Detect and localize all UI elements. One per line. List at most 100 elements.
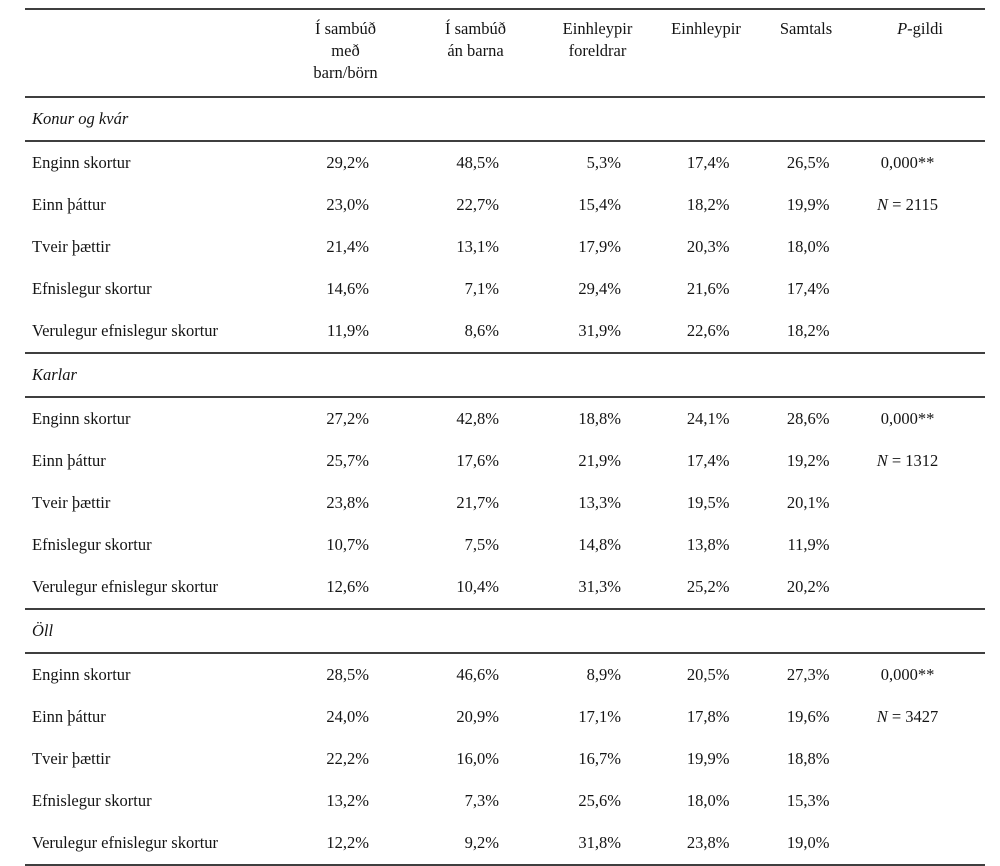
- p-value-cell: 0,000**: [880, 665, 935, 684]
- row-label: Verulegur efnislegur skortur: [32, 577, 219, 596]
- n-value: = 1312: [891, 451, 939, 470]
- cell: 19,0%: [757, 822, 855, 865]
- row-label: Verulegur efnislegur skortur: [32, 321, 219, 340]
- cell-value: 15,4%: [578, 195, 621, 214]
- header-line: Í sambúð: [445, 19, 506, 38]
- cell-value: 18,8%: [786, 749, 830, 768]
- cell-value: 19,2%: [786, 451, 830, 470]
- cell-value: 13,8%: [686, 535, 730, 554]
- cell-value: 20,1%: [786, 493, 830, 512]
- p-value-cell: 0,000**: [880, 153, 935, 172]
- cell: 19,5%: [655, 482, 757, 524]
- row-label: Tveir þættir: [32, 493, 111, 512]
- row-label: Tveir þættir: [32, 237, 111, 256]
- cell: 28,5%: [280, 653, 411, 696]
- cell-value: 8,6%: [464, 321, 499, 340]
- cell: 23,0%: [280, 184, 411, 226]
- cell-value: 46,6%: [456, 665, 499, 684]
- cell-value: 13,3%: [578, 493, 621, 512]
- cell-value: 48,5%: [456, 153, 499, 172]
- table-row: Verulegur efnislegur skortur 12,2% 9,2% …: [25, 822, 985, 865]
- row-label: Enginn skortur: [32, 409, 131, 428]
- table-row: Enginn skortur 28,5% 46,6% 8,9% 20,5% 27…: [25, 653, 985, 696]
- cell: 17,9%: [540, 226, 655, 268]
- cell-value: 19,0%: [786, 833, 830, 852]
- cell-value: 31,8%: [578, 833, 621, 852]
- cell-value: 22,6%: [686, 321, 730, 340]
- row-label: Einn þáttur: [32, 707, 106, 726]
- cell: 13,1%: [411, 226, 540, 268]
- cell-value: 18,2%: [786, 321, 830, 340]
- cell: 21,7%: [411, 482, 540, 524]
- n-symbol: N: [876, 451, 888, 470]
- cell-value: 11,9%: [787, 535, 830, 554]
- section-title: Öll: [25, 608, 985, 654]
- cell-value: 20,9%: [456, 707, 499, 726]
- stat-cell-empty: [855, 524, 985, 566]
- cell-value: 17,4%: [686, 451, 730, 470]
- cell-value: 11,9%: [326, 321, 369, 340]
- cell: 14,6%: [280, 268, 411, 310]
- n-symbol: N: [876, 707, 888, 726]
- cell-value: 7,1%: [464, 279, 499, 298]
- cell: 28,6%: [757, 397, 855, 440]
- row-label: Enginn skortur: [32, 153, 131, 172]
- header-line: Einhleypir: [562, 19, 633, 38]
- header-line: Samtals: [779, 19, 833, 38]
- table-row: Tveir þættir 21,4% 13,1% 17,9% 20,3% 18,…: [25, 226, 985, 268]
- cell: 18,2%: [655, 184, 757, 226]
- cell-value: 23,8%: [686, 833, 730, 852]
- cell: 18,8%: [540, 397, 655, 440]
- table-row: Einn þáttur 23,0% 22,7% 15,4% 18,2% 19,9…: [25, 184, 985, 226]
- cell: 20,2%: [757, 566, 855, 609]
- row-label: Einn þáttur: [32, 451, 106, 470]
- cell-value: 18,2%: [686, 195, 730, 214]
- cell-value: 10,7%: [326, 535, 369, 554]
- cell-value: 19,9%: [786, 195, 830, 214]
- cell-value: 31,9%: [578, 321, 621, 340]
- section-header-row: Konur og kvár: [25, 96, 985, 142]
- cell: 11,9%: [280, 310, 411, 353]
- stat-cell-empty: [855, 780, 985, 822]
- cell-value: 23,8%: [326, 493, 369, 512]
- cell: 18,0%: [757, 226, 855, 268]
- cell-value: 24,1%: [686, 409, 730, 428]
- cell-value: 27,2%: [326, 409, 369, 428]
- cell: 27,2%: [280, 397, 411, 440]
- cell: 17,8%: [655, 696, 757, 738]
- cell: 13,8%: [655, 524, 757, 566]
- cell-value: 17,9%: [578, 237, 621, 256]
- cell: 8,9%: [540, 653, 655, 696]
- cell-value: 17,6%: [456, 451, 499, 470]
- table-row: Efnislegur skortur 14,6% 7,1% 29,4% 21,6…: [25, 268, 985, 310]
- cell-value: 7,5%: [464, 535, 499, 554]
- header-col-single: Einhleypir: [655, 9, 757, 98]
- stat-cell-empty: [855, 738, 985, 780]
- n-value: = 2115: [892, 195, 938, 214]
- cell-value: 28,5%: [326, 665, 369, 684]
- cell: 19,9%: [655, 738, 757, 780]
- cell-value: 20,5%: [686, 665, 730, 684]
- table-row: Verulegur efnislegur skortur 11,9% 8,6% …: [25, 310, 985, 353]
- cell-value: 21,9%: [578, 451, 621, 470]
- n-value: = 3427: [891, 707, 939, 726]
- section-title: Karlar: [25, 352, 985, 398]
- stat-cell-empty: [855, 482, 985, 524]
- row-label: Enginn skortur: [32, 665, 131, 684]
- header-col-total: Samtals: [757, 9, 855, 98]
- cell: 9,2%: [411, 822, 540, 865]
- cell: 24,0%: [280, 696, 411, 738]
- cell: 15,3%: [757, 780, 855, 822]
- cell: 21,6%: [655, 268, 757, 310]
- cell: 22,7%: [411, 184, 540, 226]
- cell: 17,1%: [540, 696, 655, 738]
- cell-value: 28,6%: [786, 409, 830, 428]
- n-count-cell: N = 3427: [855, 696, 985, 738]
- cell: 16,0%: [411, 738, 540, 780]
- cell-value: 22,7%: [456, 195, 499, 214]
- cell: 15,4%: [540, 184, 655, 226]
- cell-value: 18,0%: [686, 791, 730, 810]
- cell: 13,3%: [540, 482, 655, 524]
- table-row: Enginn skortur 29,2% 48,5% 5,3% 17,4% 26…: [25, 141, 985, 184]
